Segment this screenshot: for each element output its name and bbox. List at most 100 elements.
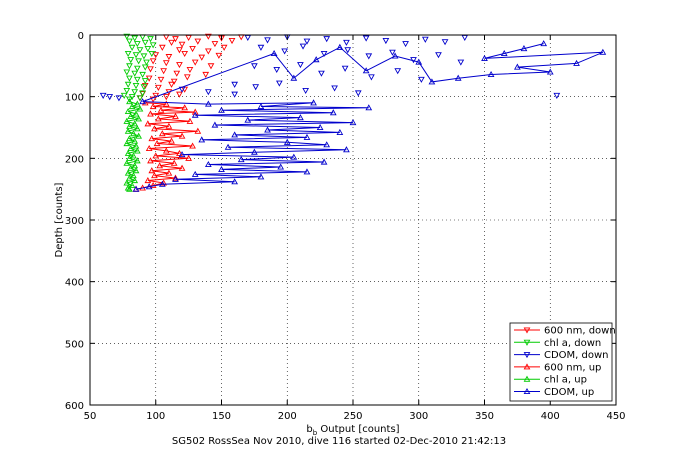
data-point bbox=[365, 53, 373, 60]
data-point bbox=[123, 69, 131, 76]
data-point bbox=[297, 114, 304, 121]
data-point bbox=[273, 67, 281, 74]
data-point bbox=[99, 92, 107, 99]
x-tick-label: 250 bbox=[343, 411, 362, 422]
data-point bbox=[149, 103, 157, 110]
series-layer bbox=[99, 33, 607, 192]
data-point bbox=[170, 78, 178, 85]
series-0 bbox=[136, 33, 245, 103]
x-tick-label: 100 bbox=[146, 411, 165, 422]
data-point bbox=[132, 142, 140, 149]
data-point bbox=[133, 100, 141, 107]
y-tick-label: 0 bbox=[78, 31, 84, 42]
data-point bbox=[120, 92, 128, 99]
data-point bbox=[178, 151, 186, 158]
data-point bbox=[264, 37, 271, 44]
data-point bbox=[204, 89, 212, 96]
data-point bbox=[140, 53, 148, 60]
data-point bbox=[344, 47, 352, 54]
data-point bbox=[126, 174, 133, 181]
data-point bbox=[323, 141, 331, 148]
data-point bbox=[191, 59, 199, 66]
data-point bbox=[151, 172, 158, 179]
data-point bbox=[132, 83, 140, 90]
data-point bbox=[162, 94, 170, 101]
data-point bbox=[123, 117, 131, 124]
data-point bbox=[126, 75, 133, 82]
data-point bbox=[349, 119, 357, 126]
data-point bbox=[162, 60, 170, 67]
data-point bbox=[303, 168, 311, 175]
data-point bbox=[136, 105, 144, 112]
data-point bbox=[132, 185, 140, 192]
data-point bbox=[181, 104, 189, 111]
data-point bbox=[128, 103, 136, 110]
data-point bbox=[124, 184, 132, 191]
data-point bbox=[257, 173, 265, 180]
data-point bbox=[147, 66, 154, 73]
data-point bbox=[231, 81, 239, 88]
data-point bbox=[186, 67, 194, 74]
data-point bbox=[178, 41, 186, 48]
data-point bbox=[131, 177, 139, 184]
data-point bbox=[152, 92, 160, 99]
data-point bbox=[133, 157, 141, 164]
legend-label: chl a, up bbox=[544, 375, 587, 386]
data-point bbox=[165, 54, 173, 61]
data-point bbox=[198, 54, 206, 61]
data-point bbox=[172, 112, 179, 119]
data-point bbox=[124, 169, 132, 176]
data-point bbox=[135, 132, 143, 139]
data-point bbox=[303, 133, 311, 140]
data-point bbox=[275, 80, 283, 87]
data-point bbox=[126, 98, 133, 105]
data-point bbox=[147, 110, 154, 117]
data-point bbox=[140, 84, 148, 91]
data-point bbox=[124, 50, 132, 58]
data-point bbox=[224, 143, 232, 150]
data-point bbox=[143, 59, 150, 66]
data-point bbox=[148, 135, 156, 142]
figure-caption: SG502 RossSea Nov 2010, dive 116 started… bbox=[172, 436, 506, 447]
legend-entry: CDOM, up bbox=[514, 387, 594, 398]
series-4 bbox=[123, 98, 144, 192]
data-point bbox=[156, 162, 164, 169]
data-point bbox=[302, 87, 310, 95]
data-point bbox=[487, 70, 495, 77]
data-point bbox=[132, 110, 140, 117]
legend-marker bbox=[523, 327, 531, 334]
data-point bbox=[270, 49, 278, 57]
data-point bbox=[204, 33, 212, 40]
data-point bbox=[133, 41, 141, 48]
data-point bbox=[251, 63, 258, 70]
data-point bbox=[126, 185, 133, 192]
data-point bbox=[148, 50, 156, 58]
data-point bbox=[264, 126, 271, 133]
data-point bbox=[415, 58, 423, 65]
y-tick-label: 200 bbox=[65, 154, 84, 165]
legend-label: 600 nm, up bbox=[544, 362, 601, 373]
data-point bbox=[158, 180, 166, 187]
data-point bbox=[394, 68, 402, 75]
data-point bbox=[115, 95, 123, 102]
data-point bbox=[198, 136, 206, 143]
data-point bbox=[133, 147, 141, 154]
data-point bbox=[132, 52, 140, 59]
series-3 bbox=[132, 99, 202, 192]
data-point bbox=[418, 76, 425, 83]
data-point bbox=[428, 78, 436, 85]
x-tick-label: 50 bbox=[84, 411, 97, 422]
data-point bbox=[131, 70, 139, 77]
data-point bbox=[127, 164, 135, 171]
data-point bbox=[457, 59, 465, 66]
data-point bbox=[277, 163, 285, 170]
legend-marker bbox=[523, 352, 531, 359]
data-point bbox=[251, 148, 258, 155]
data-point bbox=[354, 90, 362, 97]
data-point bbox=[320, 158, 328, 165]
legend-label: CDOM, down bbox=[544, 350, 609, 361]
data-point bbox=[170, 159, 178, 166]
data-point bbox=[546, 68, 554, 75]
data-point bbox=[132, 167, 140, 174]
